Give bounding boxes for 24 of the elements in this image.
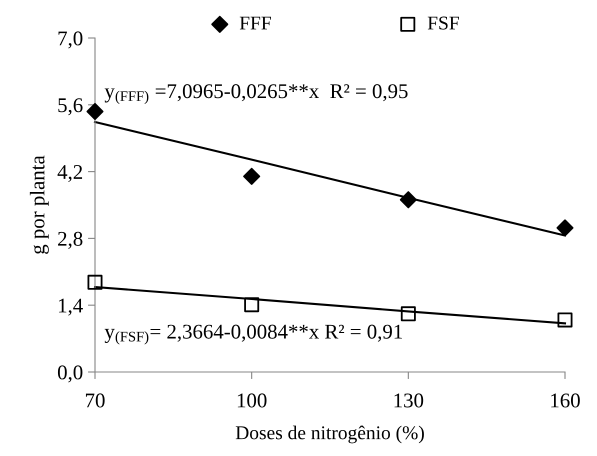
x-tick-label: 100: [238, 393, 266, 408]
annotation: y$_{(FFF)}$ =7,0965-0,0265**x R² = 0,95: [104, 84, 408, 104]
point: [556, 219, 574, 236]
y-tick-label: 4,2: [58, 165, 82, 182]
point: [558, 312, 572, 328]
point: [400, 191, 417, 208]
point: [88, 274, 102, 290]
y-tick-label: 1,4: [58, 298, 83, 316]
point: [86, 102, 104, 120]
y-tick-label: 7,0: [58, 31, 82, 48]
point: [243, 168, 260, 185]
y-tick-label: 0,0: [58, 365, 82, 382]
y-tick-label: 5,6: [58, 98, 83, 116]
point: [400, 306, 416, 322]
x-axis-title: Doses de nitrogênio (%): [236, 426, 424, 444]
point: [244, 297, 260, 312]
x-tick-label: 160: [551, 393, 580, 408]
legend-label: FSF: [428, 16, 459, 30]
annotation: y$_{(FSF)}$= 2,3664-0,0084**x R² = 0,91: [104, 324, 402, 344]
y-axis-title: g por planta: [30, 156, 49, 254]
legend-label: FFF: [240, 16, 271, 30]
y-tick-label: 2,8: [58, 232, 82, 249]
x-tick-label: 70: [86, 393, 105, 408]
x-tick-label: 130: [394, 393, 424, 408]
